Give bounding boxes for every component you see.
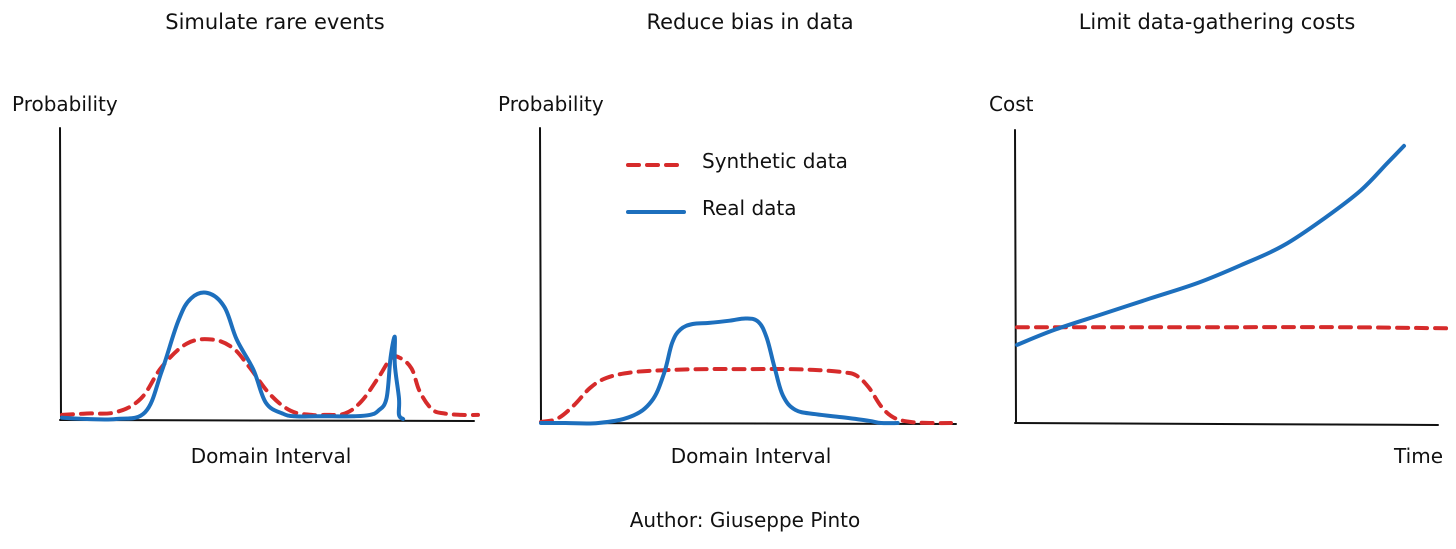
plot-area [60,290,480,422]
author-credit: Author: Giuseppe Pinto [630,508,861,532]
synthetic-data-series-line [60,337,480,418]
legend: Synthetic data Real data [626,149,848,220]
x-axis [1014,422,1439,426]
legend-label-synthetic: Synthetic data [702,149,848,173]
plot-area [1015,143,1449,347]
legend-label-real: Real data [702,196,797,220]
plot-area [539,316,953,426]
real-data-series-line [60,290,406,422]
panel-limit-costs: Limit data-gathering costs Cost Time [989,10,1449,468]
chart-title: Reduce bias in data [646,10,853,34]
y-axis [539,127,542,424]
y-axis [59,127,62,421]
panel-reduce-bias: Reduce bias in data Probability Domain I… [498,10,957,468]
y-axis-label: Probability [498,92,604,116]
chart-title: Simulate rare events [165,10,385,34]
y-axis [1014,129,1017,424]
x-axis-label: Domain Interval [191,444,352,468]
y-axis-label: Cost [989,92,1034,116]
synthetic-data-series-line [1015,325,1449,331]
chart-title: Limit data-gathering costs [1079,10,1356,34]
real-data-series-line [539,316,900,426]
real-data-series-line [1015,143,1406,347]
panel-simulate-rare-events: Simulate rare events Probability Domain … [12,10,480,468]
y-axis-label: Probability [12,92,118,116]
x-axis-label: Time [1393,444,1443,468]
synthetic-data-series-line [539,367,953,426]
x-axis-label: Domain Interval [671,444,832,468]
